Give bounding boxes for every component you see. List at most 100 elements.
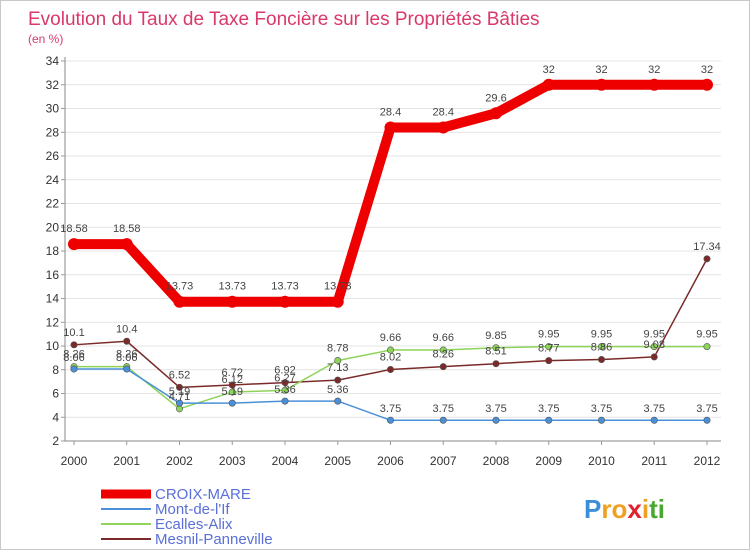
data-label: 5.19 [169,386,190,398]
data-point [70,365,78,373]
data-label: 8.06 [116,352,137,364]
data-label: 13.73 [218,281,246,293]
data-point [597,343,605,351]
x-tick-label: 2010 [588,454,615,468]
y-tick-label: 8 [52,363,59,377]
data-label: 13.73 [324,281,352,293]
data-label: 6.52 [169,369,190,381]
data-point [334,397,342,405]
data-point [386,366,394,374]
x-tick-label: 2001 [113,454,140,468]
x-tick-label: 2007 [430,454,457,468]
data-label: 9.95 [591,329,612,341]
data-label: 18.58 [113,223,141,235]
logo-letter: x [627,494,642,524]
data-point [281,397,289,405]
data-point [334,356,342,364]
data-point [492,360,500,368]
logo-letter: i [642,494,649,524]
data-point [334,376,342,384]
data-label: 28.4 [380,107,401,119]
data-point [545,416,553,424]
y-tick-label: 20 [46,220,60,234]
legend-label: CROIX-MARE [155,486,251,503]
data-point [226,295,239,308]
data-label: 3.75 [696,403,717,415]
data-label: 3.75 [538,403,559,415]
y-tick-label: 26 [46,149,60,163]
x-tick-label: 2008 [483,454,510,468]
data-point [281,379,289,387]
legend-label: Ecalles-Alix [155,516,233,533]
logo-letter: o [611,494,627,524]
data-point [703,343,711,351]
data-point [123,337,131,345]
data-label: 4.71 [169,391,190,403]
data-label: 10.1 [63,327,84,339]
data-label: 5.36 [274,384,295,396]
data-point [490,107,502,120]
x-axis-ticks: 2000 2001 2002 2003 2004 2005 2006 2007 2008 2009… [61,441,721,468]
data-label: 9.95 [644,329,665,341]
logo-letter: P [584,494,601,524]
x-tick-label: 2006 [377,454,404,468]
data-label: 7.13 [327,362,348,374]
y-tick-label: 16 [46,268,60,282]
chart-title: Evolution du Taux de Taxe Foncière sur l… [28,9,540,30]
data-point [542,78,555,91]
x-tick-label: 2012 [694,454,721,468]
data-point [650,353,658,361]
y-tick-label: 28 [46,125,60,139]
legend-label: Mont-de-l'If [155,501,230,518]
data-point [279,295,291,308]
data-point [176,383,184,391]
y-tick-label: 10 [46,339,60,353]
logo-letter: i [658,494,665,524]
data-point [173,295,186,308]
data-point [545,343,553,351]
data-point [176,399,184,407]
data-label: 32 [543,64,555,76]
data-label: 32 [701,64,713,76]
data-label: 8.77 [538,343,559,355]
data-label: 32 [595,64,607,76]
axes [64,57,721,442]
data-label: 3.75 [433,403,454,415]
data-label: 17.34 [693,241,721,253]
data-label: 8.26 [63,349,84,361]
data-label: 5.36 [327,384,348,396]
data-label: 8.86 [591,342,612,354]
data-label: 18.58 [60,223,88,235]
data-point [703,255,711,263]
data-label: 8.78 [327,342,348,354]
data-label: 6.72 [222,367,243,379]
data-label: 3.75 [380,403,401,415]
x-tick-label: 2004 [272,454,299,468]
data-label: 29.6 [485,92,506,104]
data-point [228,399,236,407]
data-point [386,346,394,354]
legend-label: Mesnil-Panneville [155,531,273,548]
data-point [437,121,450,134]
data-label: 9.95 [538,329,559,341]
data-point [492,344,500,352]
y-tick-label: 2 [52,434,59,448]
data-label: 10.4 [116,323,137,335]
data-label: 5.19 [222,386,243,398]
logo-text: Proxiti [584,494,665,524]
data-point [492,416,500,424]
data-label: 3.75 [644,403,665,415]
data-label: 32 [648,64,660,76]
y-tick-label: 6 [52,387,59,401]
logo-letter: t [649,494,658,524]
data-label: 8.26 [433,349,454,361]
x-tick-label: 2003 [219,454,246,468]
data-point [384,121,397,134]
data-point [439,416,447,424]
x-tick-label: 2002 [166,454,193,468]
data-labels: 10.1 10.4 6.52 6.72 6.92 7.13 8.02 8.26 8.51 8.77… [60,64,721,415]
data-point [70,341,78,349]
